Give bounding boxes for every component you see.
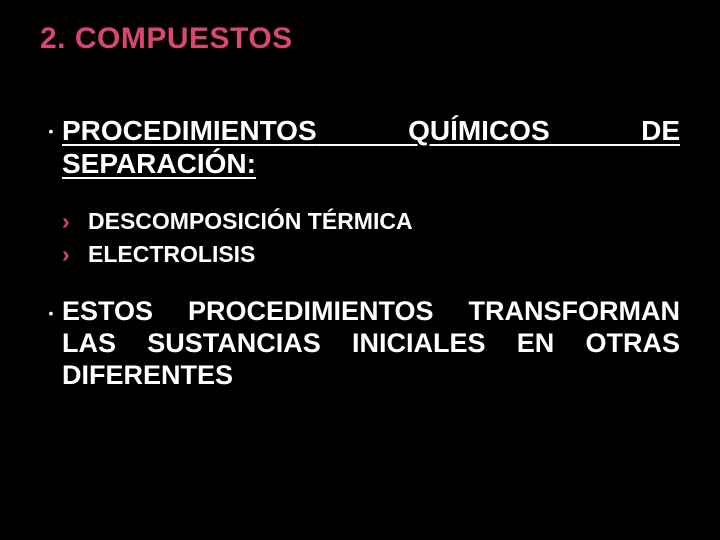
bullet-level2-text: ELECTROLISIS (88, 241, 255, 268)
word: PROCEDIMIENTOS (62, 115, 317, 146)
bullet-level1-line2: SEPARACIÓN: (62, 147, 680, 180)
slide-title: 2. COMPUESTOS (40, 22, 680, 56)
word: DE (641, 115, 680, 146)
bullet-level2: › DESCOMPOSICIÓN TÉRMICA (62, 208, 680, 235)
chevron-right-icon: › (62, 208, 88, 235)
bullet-level1-line1: PROCEDIMIENTOS QUÍMICOS DE (62, 114, 680, 147)
bullet-level2-text: DESCOMPOSICIÓN TÉRMICA (88, 208, 413, 235)
bullet-dot-icon: • (40, 296, 62, 320)
bullet-dot-icon: • (40, 114, 62, 138)
slide-body: • PROCEDIMIENTOS QUÍMICOS DE SEPARACIÓN:… (40, 114, 680, 392)
bullet-level1-content: PROCEDIMIENTOS QUÍMICOS DE SEPARACIÓN: (62, 114, 680, 180)
slide: 2. COMPUESTOS • PROCEDIMIENTOS QUÍMICOS … (0, 0, 720, 540)
chevron-right-icon: › (62, 241, 88, 268)
sub-bullet-list: › DESCOMPOSICIÓN TÉRMICA › ELECTROLISIS (62, 208, 680, 268)
bullet-paragraph: • ESTOS PROCEDIMIENTOS TRANSFORMAN LAS S… (40, 296, 680, 392)
word: QUÍMICOS (408, 115, 550, 146)
bullet-paragraph-text: ESTOS PROCEDIMIENTOS TRANSFORMAN LAS SUS… (62, 296, 680, 392)
bullet-level2: › ELECTROLISIS (62, 241, 680, 268)
bullet-level1: • PROCEDIMIENTOS QUÍMICOS DE SEPARACIÓN: (40, 114, 680, 180)
